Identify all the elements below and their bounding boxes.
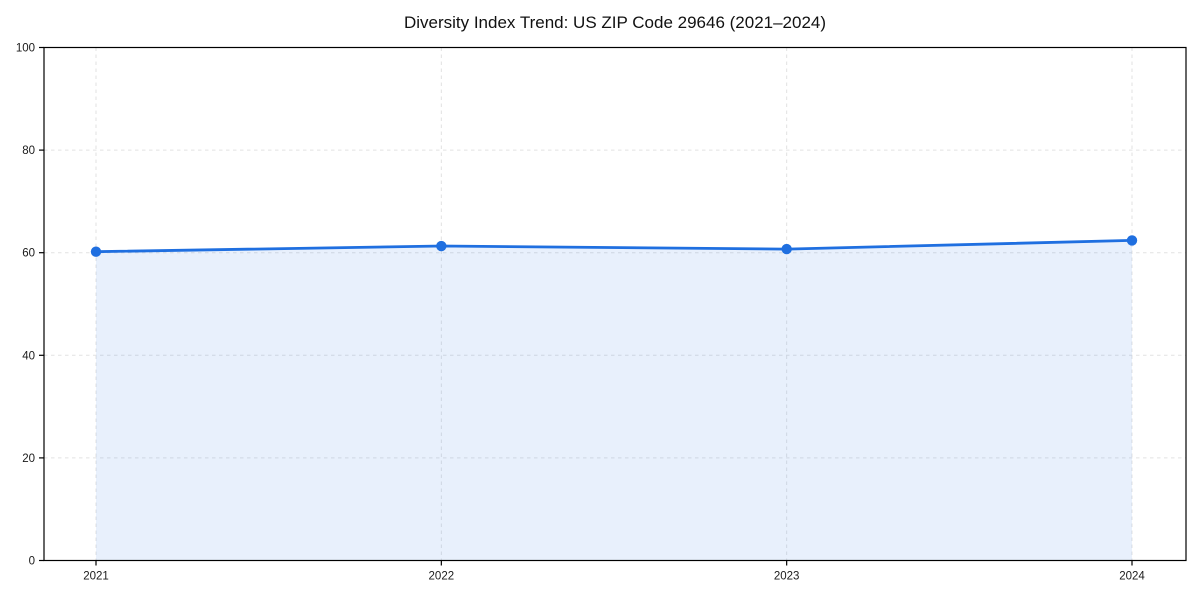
- x-tick-label: 2022: [429, 571, 455, 583]
- data-point-2022: [436, 240, 447, 252]
- area-fill: [96, 240, 1132, 561]
- x-tick-label: 2021: [83, 571, 109, 583]
- trend-line: [94, 238, 1134, 254]
- x-tick-label: 2023: [774, 571, 800, 583]
- y-tick-label: 60: [22, 248, 35, 260]
- y-tick-label: 0: [29, 556, 35, 568]
- x-tick-label: 2024: [1119, 571, 1145, 583]
- y-tick-label: 40: [22, 350, 35, 362]
- y-tick-label: 20: [22, 453, 35, 465]
- chart-title: Diversity Index Trend: US ZIP Code 29646…: [403, 13, 827, 32]
- y-tick-label: 100: [16, 43, 35, 55]
- data-point-2023: [781, 243, 792, 255]
- data-point-2021: [90, 246, 102, 257]
- data-point-2024: [1126, 235, 1138, 246]
- y-tick-label: 80: [22, 145, 35, 157]
- plot-border: [43, 46, 1187, 562]
